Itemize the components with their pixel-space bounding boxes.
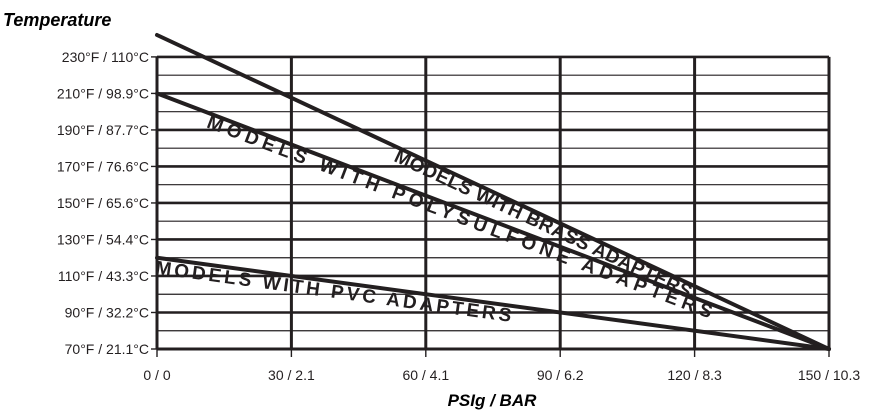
y-tick-label: 130°F / 54.4°C — [57, 231, 149, 247]
y-tick-label: 170°F / 76.6°C — [57, 158, 149, 174]
y-tick-labels: 70°F / 21.1°C 90°F / 32.2°C 110°F / 43.3°C… — [57, 49, 149, 357]
y-tick-label: 90°F / 32.2°C — [65, 304, 149, 320]
y-axis-title: Temperature — [3, 10, 111, 30]
axis-ticks — [151, 56, 830, 357]
x-tick-label: 0 / 0 — [143, 367, 170, 383]
y-tick-label: 110°F / 43.3°C — [58, 268, 149, 284]
x-tick-labels: 0 / 0 30 / 2.1 60 / 4.1 90 / 6.2 120 / 8.3 15… — [143, 367, 860, 383]
y-tick-label: 70°F / 21.1°C — [65, 341, 149, 357]
x-tick-label: 120 / 8.3 — [667, 367, 722, 383]
y-tick-label: 210°F / 98.9°C — [57, 85, 149, 101]
series-line-pvc — [155, 255, 831, 351]
series-label-polysulfone: MODELS WITH POLYSULFONE ADAPTERS — [204, 112, 715, 323]
x-tick-label: 30 / 2.1 — [268, 367, 315, 383]
minor-gridlines — [157, 74, 829, 332]
x-tick-label: 60 / 4.1 — [402, 367, 449, 383]
y-tick-label: 190°F / 87.7°C — [57, 122, 149, 138]
x-tick-label: 150 / 10.3 — [798, 367, 860, 383]
series-label-pvc: MODELS WITH PVC ADAPTERS — [154, 258, 513, 327]
series-line-polysulfone — [155, 91, 831, 351]
series-lines — [155, 33, 831, 351]
y-tick-label: 230°F / 110°C — [62, 49, 149, 65]
x-axis-title: PSIg / BAR — [448, 391, 538, 410]
series-line-brass — [155, 33, 831, 351]
y-tick-label: 150°F / 65.6°C — [57, 195, 149, 211]
x-tick-label: 90 / 6.2 — [537, 367, 584, 383]
